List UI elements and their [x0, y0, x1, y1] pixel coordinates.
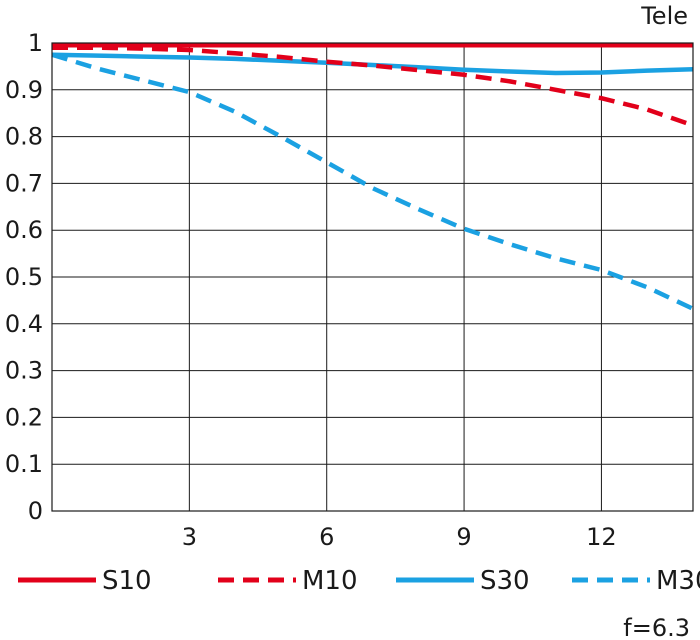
x-tick-label: 9	[456, 523, 471, 551]
y-tick-label: 0.6	[5, 216, 43, 244]
series-line-m10	[52, 45, 694, 128]
x-tick-label: 12	[586, 523, 617, 551]
x-tick-label: 3	[182, 523, 197, 551]
legend-label-s30: S30	[480, 566, 530, 596]
y-tick-label: 0.4	[5, 310, 43, 338]
series-layer	[51, 43, 694, 311]
plot-area-frame	[51, 42, 694, 512]
y-tick-label: 1	[28, 29, 43, 57]
series-line-s30	[51, 52, 694, 76]
x-tick-labels: 3 6 9 12	[182, 523, 617, 551]
legend-label-m10: M10	[302, 566, 358, 596]
chart-title: Tele	[640, 2, 688, 30]
legend-label-s10: S10	[102, 566, 152, 596]
y-tick-label: 0.2	[5, 403, 43, 431]
chart-subtitle: f=6.3	[623, 614, 690, 640]
y-tick-label: 0.1	[5, 450, 43, 478]
y-tick-labels: 0 0.1 0.2 0.3 0.4 0.5 0.6 0.7 0.8 0.9 1	[5, 29, 43, 525]
x-tick-label: 6	[319, 523, 334, 551]
legend: S10 M10 S30 M30	[18, 566, 700, 596]
legend-label-m30: M30	[656, 566, 700, 596]
y-tick-label: 0.9	[5, 76, 43, 104]
series-line-m30	[51, 52, 694, 311]
y-tick-label: 0.5	[5, 263, 43, 291]
y-tick-label: 0.7	[5, 169, 43, 197]
y-tick-label: 0.8	[5, 123, 43, 151]
y-tick-label: 0.3	[5, 357, 43, 385]
y-tick-label: 0	[28, 497, 43, 525]
grid-lines	[52, 43, 693, 511]
